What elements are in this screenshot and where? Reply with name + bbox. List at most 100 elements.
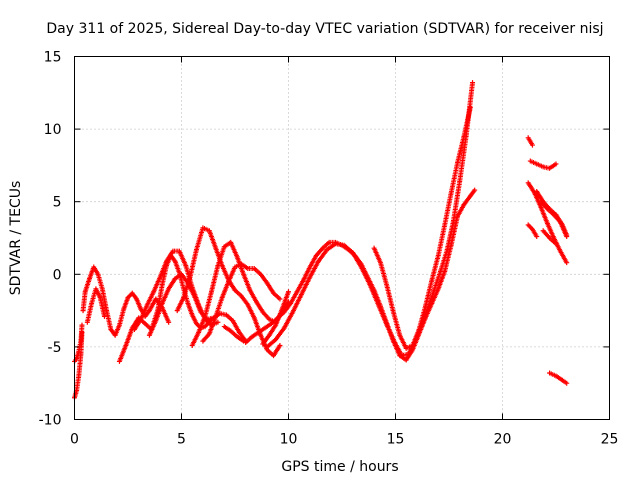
marker-trail [558,220,569,238]
marker-trail [104,309,114,331]
marker-trail [325,242,337,252]
data-point [166,319,172,325]
marker-trail [261,334,271,346]
marker-trail [432,270,443,292]
marker-trail [462,194,472,206]
marker-trail [177,250,188,267]
marker-trail [436,224,447,257]
marker-trail [219,311,228,318]
data-point [534,234,540,240]
data-point [553,161,559,167]
series-satellite-track-20 [538,199,570,240]
marker-trail [468,188,477,198]
axis-ticks: 0 5 10 15 20 25 -10 -5 0 5 10 15 [39,50,619,448]
marker-trail [207,229,218,250]
marker-trail [367,283,381,306]
marker-trail [548,371,557,378]
marker-trail [194,226,205,251]
marker-trail [257,326,267,335]
data-series [72,80,570,401]
y-tick-label: -10 [39,413,62,429]
marker-trail [280,290,291,311]
marker-trail [195,322,203,330]
marker-trail [442,192,454,226]
marker-trail [225,313,235,323]
marker-trail [372,247,383,264]
marker-trail [321,241,331,250]
marker-trail [147,319,158,337]
marker-trail [301,265,312,282]
marker-trail [100,287,109,312]
marker-trail [160,306,171,324]
marker-trail [172,248,181,254]
marker-trail [350,251,363,269]
series-satellite-track-21 [525,222,540,240]
marker-trail [201,332,211,343]
marker-trail [235,335,245,343]
marker-trail [261,310,271,321]
marker-trail [535,162,545,169]
marker-trail [430,287,441,305]
marker-trail [271,344,282,357]
marker-trail [215,245,227,267]
series-satellite-track-23 [547,370,570,386]
marker-trail [239,294,250,307]
marker-trail [316,248,329,263]
marker-trail [378,261,390,287]
marker-trail [558,250,569,264]
marker-trail [132,318,143,331]
marker-trail [526,223,534,231]
grid [74,56,610,420]
series-satellite-track-4 [84,286,107,325]
marker-trail [438,250,449,273]
data-point [564,234,570,240]
marker-trail [231,319,241,334]
marker-trail [134,297,143,311]
marker-trail [342,243,354,254]
marker-trail [76,353,84,377]
marker-trail [397,334,408,350]
marker-trail [384,284,396,314]
series-satellite-track-14 [264,80,476,359]
marker-trail [138,303,150,321]
x-tick-label: 5 [177,432,186,448]
marker-trail [308,260,321,279]
marker-trail [273,308,284,327]
marker-trail [448,161,460,194]
marker-trail [248,289,259,303]
data-point [564,380,570,386]
marker-trail [429,254,441,282]
marker-trail [548,162,558,170]
marker-trail [554,374,564,382]
marker-trail [545,222,556,240]
marker-trail [145,290,156,306]
y-tick-label: 15 [44,50,62,66]
marker-trail [234,262,243,269]
marker-trail [196,315,207,334]
marker-trail [96,273,105,290]
y-tick-label: 10 [44,122,62,138]
data-point [564,260,570,266]
marker-trail [190,331,201,347]
marker-trail [423,279,435,308]
marker-trail [416,305,428,331]
marker-trail [546,207,556,217]
marker-trail [192,295,203,314]
marker-trail [117,344,128,363]
marker-trail [299,276,312,296]
marker-trail [175,296,186,312]
marker-trail [561,378,568,385]
marker-trail [451,180,462,223]
marker-trail [253,267,262,276]
x-tick-label: 10 [280,432,298,448]
marker-trail [143,309,152,318]
marker-trail [151,276,162,293]
marker-trail [173,260,182,274]
x-tick-label: 0 [70,432,79,448]
marker-trail [113,324,122,337]
marker-trail [158,260,169,279]
marker-trail [541,229,552,240]
series-satellite-track-17 [527,158,559,171]
marker-trail [530,228,539,238]
marker-trail [359,265,372,286]
